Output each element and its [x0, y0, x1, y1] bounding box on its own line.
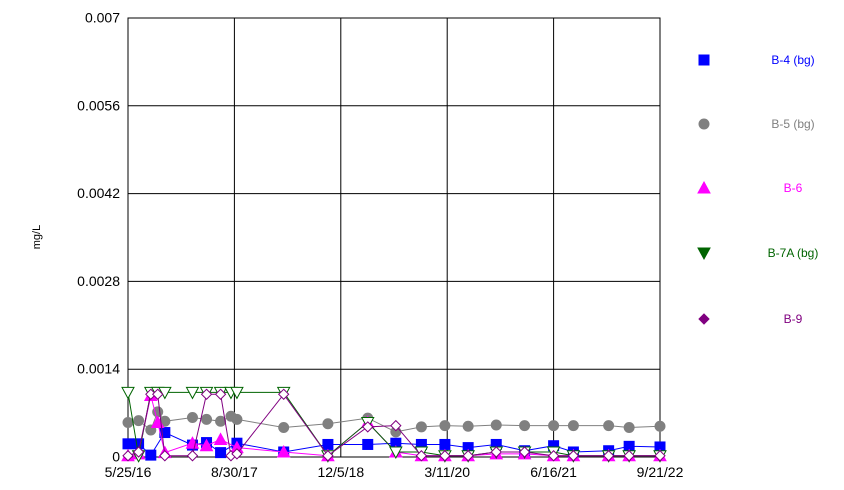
data-point [230, 386, 244, 400]
data-point [623, 422, 635, 434]
series-line [128, 431, 661, 456]
data-point [362, 438, 374, 450]
x-tick-label: 12/5/18 [317, 464, 364, 480]
data-point [654, 450, 666, 462]
data-point [490, 446, 502, 458]
legend-marker [698, 313, 710, 325]
data-point [602, 450, 615, 462]
data-point [122, 450, 134, 462]
data-point [567, 450, 580, 462]
data-point [132, 446, 145, 458]
legend-item: B-9 [698, 312, 803, 326]
legend-item: B-5 (bg) [698, 117, 815, 131]
legend: B-4 (bg) B-5 (bg) B-6 B-7A (bg) B-9 [697, 53, 819, 326]
data-point [276, 444, 291, 458]
data-point [439, 450, 451, 462]
legend-label: B-9 [784, 312, 803, 326]
legend-item: B-4 (bg) [698, 53, 815, 67]
legend-label: B-5 (bg) [771, 117, 814, 131]
data-point [201, 413, 213, 425]
data-point [389, 446, 403, 460]
data-point [186, 450, 199, 462]
data-point [231, 413, 243, 425]
legend-marker [698, 54, 710, 66]
data-point [548, 420, 560, 432]
data-point [603, 420, 615, 432]
y-axis-label: mg/L [31, 225, 43, 249]
legend-label: B-6 [784, 181, 803, 195]
data-point [200, 388, 213, 400]
legend-marker [698, 118, 710, 130]
data-point [462, 450, 474, 462]
x-tick-label: 9/21/22 [637, 464, 684, 480]
data-point [654, 420, 666, 432]
data-point [415, 421, 427, 433]
data-point [122, 438, 134, 450]
data-point [215, 447, 227, 459]
legend-item: B-7A (bg) [697, 246, 819, 261]
data-point [214, 388, 227, 400]
data-point [278, 422, 290, 434]
data-point [518, 446, 531, 458]
grid [128, 18, 660, 457]
series-group [121, 386, 667, 463]
legend-marker [697, 247, 711, 261]
y-tick-label: 0.0056 [77, 97, 120, 113]
legend-label: B-7A (bg) [768, 246, 819, 260]
data-point [152, 388, 164, 400]
data-point [231, 448, 243, 460]
x-tick-label: 5/25/16 [105, 464, 152, 480]
data-point [439, 420, 451, 432]
data-point [145, 449, 157, 461]
data-point [519, 420, 531, 432]
legend-item: B-6 [697, 180, 803, 195]
data-point [277, 388, 290, 400]
x-tick-label: 8/30/17 [211, 464, 258, 480]
data-point [439, 438, 451, 450]
plot-area [128, 18, 660, 457]
data-point [199, 438, 214, 452]
legend-marker [697, 180, 711, 194]
x-tick-label: 3/11/20 [424, 464, 470, 480]
data-point [322, 450, 334, 462]
y-tick-label: 0.0014 [77, 361, 120, 377]
x-tick-label: 6/16/21 [530, 464, 577, 480]
y-tick-labels: 0 0.0014 0.0028 0.0042 0.0056 0.007 [77, 10, 120, 465]
legend-label: B-4 (bg) [771, 53, 814, 67]
data-point [567, 420, 579, 432]
data-point [185, 386, 200, 400]
data-point [490, 419, 502, 431]
data-point [159, 450, 171, 462]
x-tick-labels: 5/25/16 8/30/17 12/5/18 3/11/20 6/16/21 9/21/… [105, 464, 684, 480]
series-b-5-bg [122, 406, 666, 438]
data-point [121, 386, 135, 400]
data-point [122, 417, 134, 429]
data-point [362, 421, 374, 433]
data-point [213, 432, 228, 445]
data-point [322, 438, 334, 450]
data-point [462, 420, 474, 432]
data-point [186, 411, 198, 423]
series-b-9 [122, 388, 666, 462]
y-tick-label: 0.007 [85, 10, 120, 26]
data-point [133, 415, 145, 427]
y-tick-label: 0.0042 [77, 185, 120, 201]
data-point [623, 450, 635, 462]
data-point [390, 419, 402, 432]
data-point [415, 450, 428, 462]
y-tick-label: 0.0028 [77, 273, 120, 289]
data-point [547, 450, 560, 462]
y-tick-label: 0 [112, 449, 120, 465]
data-point [322, 418, 334, 430]
